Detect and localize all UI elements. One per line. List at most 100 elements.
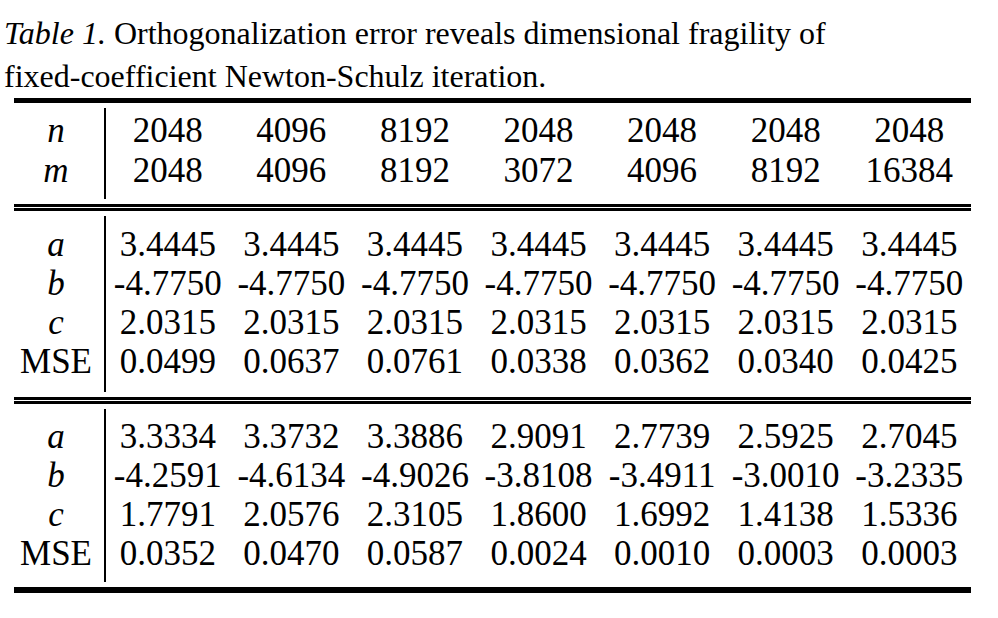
table-cell: 4096 xyxy=(230,153,354,188)
table-row-b: b -4.7750 -4.7750 -4.7750 -4.7750 -4.775… xyxy=(14,264,971,303)
table-row-b: b -4.2591 -4.6134 -4.9026 -3.8108 -3.491… xyxy=(14,456,971,495)
table-cell: 0.0352 xyxy=(106,536,230,571)
table-cell: 1.4138 xyxy=(724,497,848,532)
table-row-a: a 3.3334 3.3732 3.3886 2.9091 2.7739 2.5… xyxy=(14,417,971,456)
table-cell: 3.3732 xyxy=(230,419,354,454)
table-cell: 2.0315 xyxy=(230,305,354,340)
table-cell: 3.4445 xyxy=(847,227,971,262)
table-cell: -4.9026 xyxy=(353,458,477,493)
column-divider-rule xyxy=(104,108,106,199)
table-cell: 0.0024 xyxy=(477,536,601,571)
table-block-fitted-coefficients: a 3.3334 3.3732 3.3886 2.9091 2.7739 2.5… xyxy=(14,404,971,587)
table-cell: 0.0470 xyxy=(230,536,354,571)
table-cell: -3.4911 xyxy=(600,458,724,493)
table-cell: 1.5336 xyxy=(847,497,971,532)
table-cell: 4096 xyxy=(230,113,354,148)
row-label-c: c xyxy=(14,305,106,340)
table-cell: 3.4445 xyxy=(106,227,230,262)
table-cell: 2.0315 xyxy=(106,305,230,340)
results-table: n 2048 4096 8192 2048 2048 2048 2048 m 2… xyxy=(14,98,971,593)
table-cell: -4.7750 xyxy=(106,266,230,301)
row-label-mse: MSE xyxy=(14,536,106,571)
table-row-c: c 1.7791 2.0576 2.3105 1.8600 1.6992 1.4… xyxy=(14,495,971,534)
table-cell: 3.3886 xyxy=(353,419,477,454)
table-cell: 0.0340 xyxy=(724,344,848,379)
row-label-a: a xyxy=(14,419,106,454)
table-cell: 0.0425 xyxy=(847,344,971,379)
table-cell: -4.2591 xyxy=(106,458,230,493)
table-cell: 3.4445 xyxy=(477,227,601,262)
table-cell: 0.0003 xyxy=(724,536,848,571)
table-header-block: n 2048 4096 8192 2048 2048 2048 2048 m 2… xyxy=(14,103,971,204)
table-cell: -4.7750 xyxy=(847,266,971,301)
table-row-n: n 2048 4096 8192 2048 2048 2048 2048 xyxy=(14,110,971,150)
table-cell: 2048 xyxy=(477,113,601,148)
row-label-c: c xyxy=(14,497,106,532)
table-cell: 2.0315 xyxy=(600,305,724,340)
table-cell: 0.0761 xyxy=(353,344,477,379)
table-cell: 3.4445 xyxy=(724,227,848,262)
row-label-n: n xyxy=(14,113,106,148)
column-divider-rule xyxy=(104,216,106,392)
table-cell: 2.0315 xyxy=(847,305,971,340)
table-cell: 4096 xyxy=(600,153,724,188)
paper-table-figure: Table 1. Orthogonalization error reveals… xyxy=(0,0,998,618)
table-cell: 2.0576 xyxy=(230,497,354,532)
table-row-mse: MSE 0.0352 0.0470 0.0587 0.0024 0.0010 0… xyxy=(14,534,971,573)
table-cell: 0.0338 xyxy=(477,344,601,379)
table-row-c: c 2.0315 2.0315 2.0315 2.0315 2.0315 2.0… xyxy=(14,303,971,342)
table-cell: 2.7045 xyxy=(847,419,971,454)
table-cell: -4.7750 xyxy=(600,266,724,301)
caption-line-2: fixed-coefficient Newton-Schulz iteratio… xyxy=(4,55,996,98)
table-cell: -4.6134 xyxy=(230,458,354,493)
table-cell: 3072 xyxy=(477,153,601,188)
table-cell: 0.0003 xyxy=(847,536,971,571)
table-cell: 2.5925 xyxy=(724,419,848,454)
row-label-b: b xyxy=(14,458,106,493)
table-cell: 2048 xyxy=(600,113,724,148)
table-cell: 16384 xyxy=(847,153,971,188)
table-bottom-rule xyxy=(14,587,971,593)
table-cell: 2048 xyxy=(106,153,230,188)
table-cell: -4.7750 xyxy=(724,266,848,301)
table-cell: 2.0315 xyxy=(724,305,848,340)
table-cell: 1.8600 xyxy=(477,497,601,532)
table-cell: 2.7739 xyxy=(600,419,724,454)
table-cell: 2048 xyxy=(724,113,848,148)
table-cell: 0.0010 xyxy=(600,536,724,571)
table-block-fixed-coefficients: a 3.4445 3.4445 3.4445 3.4445 3.4445 3.4… xyxy=(14,211,971,397)
table-cell: 0.0587 xyxy=(353,536,477,571)
row-label-mse: MSE xyxy=(14,344,106,379)
table-mid-rule-2 xyxy=(14,397,971,404)
table-cell: 3.4445 xyxy=(600,227,724,262)
table-cell: 3.4445 xyxy=(230,227,354,262)
caption-line-1: Table 1. Orthogonalization error reveals… xyxy=(4,12,996,55)
table-cell: 2.0315 xyxy=(477,305,601,340)
table-row-m: m 2048 4096 8192 3072 4096 8192 16384 xyxy=(14,150,971,190)
table-cell: 0.0637 xyxy=(230,344,354,379)
table-cell: 8192 xyxy=(353,113,477,148)
column-divider-rule xyxy=(104,409,106,582)
table-cell: 0.0362 xyxy=(600,344,724,379)
table-cell: 2.9091 xyxy=(477,419,601,454)
table-cell: 1.7791 xyxy=(106,497,230,532)
table-cell: -4.7750 xyxy=(477,266,601,301)
table-row-a: a 3.4445 3.4445 3.4445 3.4445 3.4445 3.4… xyxy=(14,225,971,264)
table-cell: 2.0315 xyxy=(353,305,477,340)
row-label-m: m xyxy=(14,153,106,188)
caption-text: Orthogonalization error reveals dimensio… xyxy=(114,15,826,51)
table-cell: -3.8108 xyxy=(477,458,601,493)
table-caption: Table 1. Orthogonalization error reveals… xyxy=(4,12,996,98)
table-cell: 2048 xyxy=(106,113,230,148)
table-cell: 2048 xyxy=(847,113,971,148)
table-cell: 0.0499 xyxy=(106,344,230,379)
table-cell: 1.6992 xyxy=(600,497,724,532)
table-cell: 2.3105 xyxy=(353,497,477,532)
caption-table-number: Table 1. xyxy=(4,15,106,51)
table-cell: -3.2335 xyxy=(847,458,971,493)
table-mid-rule-1 xyxy=(14,204,971,211)
table-cell: -4.7750 xyxy=(230,266,354,301)
table-cell: 3.3334 xyxy=(106,419,230,454)
row-label-b: b xyxy=(14,266,106,301)
table-cell: 8192 xyxy=(353,153,477,188)
